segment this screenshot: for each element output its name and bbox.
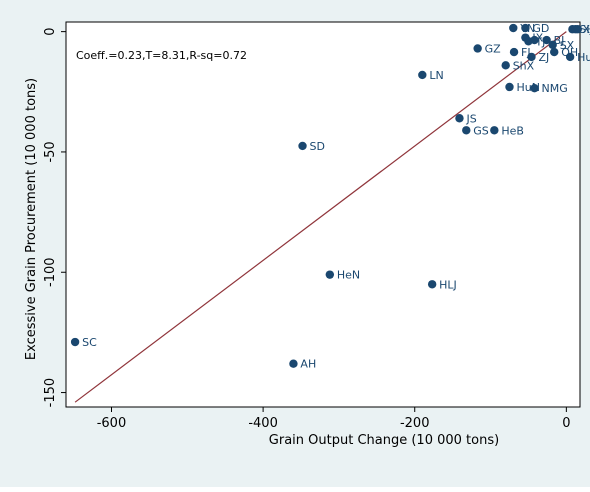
data-point	[490, 126, 499, 135]
x-tick-label: 0	[562, 416, 570, 431]
x-axis-label: Grain Output Change (10 000 tons)	[269, 433, 499, 448]
data-point	[418, 70, 427, 80]
point-label: SD	[310, 140, 325, 153]
marks-layer: -600 -400 -200 0 0 -50 -100 -150 SC AH HeN HLJ SD LN J…	[43, 22, 590, 431]
data-point	[542, 35, 551, 45]
data-point	[573, 25, 582, 34]
point-label: AH	[300, 358, 316, 371]
point-label: XJ	[582, 23, 590, 36]
point-label: GD	[532, 22, 549, 35]
point-label: GZ	[485, 42, 502, 55]
y-tick-label: -100	[43, 257, 58, 287]
point-label: TJ	[534, 35, 545, 48]
point-label: JS	[465, 112, 476, 125]
point-label: SX	[560, 39, 575, 52]
point-label: ZJ	[538, 51, 549, 64]
data-point	[530, 35, 539, 45]
point-label: HeN	[337, 269, 360, 282]
data-point	[550, 47, 559, 57]
point-label: BJ	[554, 34, 565, 47]
y-tick-label: -150	[43, 378, 58, 408]
point-label: FJ	[521, 46, 531, 59]
data-point	[473, 44, 482, 53]
data-point	[427, 280, 437, 289]
point-label: ShX	[513, 59, 535, 72]
x-tick-label: -600	[97, 416, 127, 431]
point-label: LN	[429, 69, 443, 82]
data-point	[70, 337, 80, 347]
data-point	[509, 23, 518, 33]
y-axis-label: Excessive Grain Procurement (10 000 tons…	[24, 78, 39, 360]
point-label: HuB	[577, 51, 590, 64]
x-tick-label: -200	[400, 416, 430, 431]
fit-line	[74, 31, 567, 403]
data-point	[462, 126, 471, 135]
data-point	[548, 40, 557, 50]
y-tick-label: -50	[43, 141, 58, 162]
y-tick-label: 0	[43, 27, 58, 35]
point-label: SH	[579, 23, 590, 36]
data-point	[565, 52, 575, 62]
fit-annotation: Coeff.=0.23,T=8.31,R-sq=0.72	[76, 49, 247, 62]
data-point	[530, 83, 539, 93]
point-label: GS	[473, 124, 489, 137]
point-label: NMG	[542, 82, 568, 95]
point-label: HLJ	[439, 278, 457, 291]
data-point	[521, 23, 530, 33]
data-point	[509, 47, 519, 57]
data-point	[325, 270, 335, 279]
data-point	[501, 61, 510, 70]
data-point	[527, 52, 536, 62]
data-point	[505, 82, 514, 92]
data-point	[298, 141, 307, 151]
x-tick-label: -400	[248, 416, 278, 431]
point-label: HeB	[501, 124, 524, 137]
point-label: SC	[82, 336, 97, 349]
data-point	[455, 114, 464, 123]
data-point	[289, 359, 298, 368]
